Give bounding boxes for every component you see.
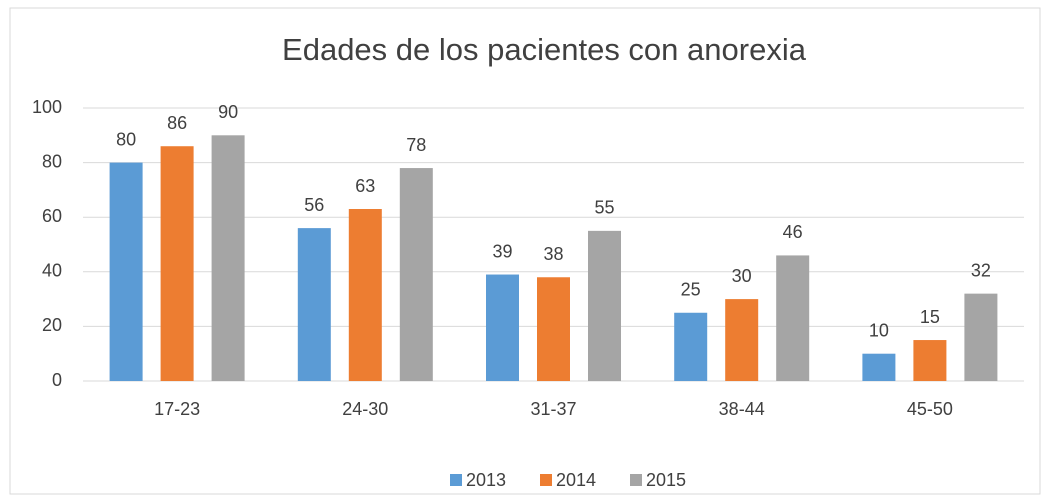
- bar: [674, 312, 708, 381]
- y-tick-label: 80: [42, 151, 62, 171]
- x-tick-label: 17-23: [154, 399, 200, 419]
- y-tick-label: 60: [42, 206, 62, 226]
- data-label: 55: [594, 198, 614, 218]
- bar: [109, 162, 143, 381]
- bar: [348, 209, 382, 381]
- data-label: 90: [218, 102, 238, 122]
- bar: [486, 274, 519, 381]
- legend-label: 2015: [646, 470, 686, 490]
- bar: [588, 230, 621, 381]
- bar: [725, 299, 759, 381]
- bar: [964, 293, 998, 381]
- y-tick-label: 40: [42, 261, 62, 281]
- legend-label: 2014: [556, 470, 596, 490]
- bar: [913, 340, 947, 381]
- legend-swatch: [540, 474, 552, 486]
- data-label: 25: [681, 280, 701, 300]
- data-label: 32: [971, 260, 991, 280]
- chart-title: Edades de los pacientes con anorexia: [282, 32, 807, 67]
- legend-swatch: [450, 474, 462, 486]
- x-tick-label: 24-30: [342, 399, 388, 419]
- bar: [160, 146, 194, 381]
- bar: [211, 135, 245, 381]
- y-tick-label: 0: [52, 370, 62, 390]
- bar: [776, 255, 810, 381]
- bar: [537, 277, 570, 381]
- data-label: 39: [492, 241, 512, 261]
- bar: [297, 228, 331, 381]
- data-label: 30: [732, 266, 752, 286]
- x-tick-label: 31-37: [530, 399, 576, 419]
- y-tick-label: 20: [42, 315, 62, 335]
- x-tick-label: 45-50: [907, 399, 953, 419]
- bar: [399, 168, 433, 381]
- data-label: 46: [783, 222, 803, 242]
- data-label: 56: [304, 195, 324, 215]
- data-label: 86: [167, 113, 187, 133]
- y-tick-label: 100: [32, 97, 62, 117]
- data-label: 78: [406, 135, 426, 155]
- data-label: 10: [869, 320, 889, 340]
- data-label: 38: [543, 244, 563, 264]
- data-label: 80: [116, 129, 136, 149]
- legend-label: 2013: [466, 470, 506, 490]
- legend-swatch: [630, 474, 642, 486]
- bar: [862, 353, 896, 381]
- data-label: 63: [355, 176, 375, 196]
- data-label: 15: [920, 307, 940, 327]
- x-tick-label: 38-44: [719, 399, 765, 419]
